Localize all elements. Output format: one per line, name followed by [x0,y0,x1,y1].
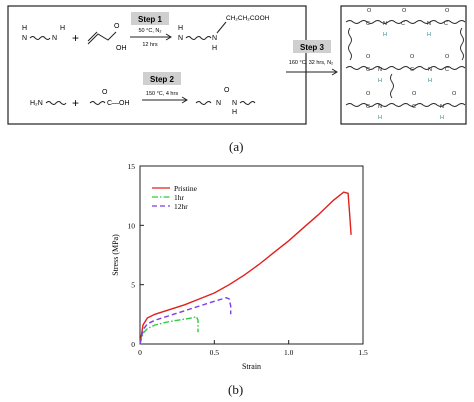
svg-text:160 °C, 32 hrs, N₂: 160 °C, 32 hrs, N₂ [289,60,333,66]
svg-text:N: N [378,67,382,73]
svg-text:H: H [378,115,382,121]
step1-reactant-diamine: H N N H [22,25,65,42]
svg-text:Step 3: Step 3 [300,43,325,52]
svg-text:H: H [383,32,387,38]
svg-text:N: N [378,104,382,110]
step2-acid: O C—OH [89,89,130,107]
svg-text:H: H [428,78,432,84]
svg-text:OH: OH [116,45,127,52]
svg-text:H: H [440,115,444,121]
svg-text:12 hrs: 12 hrs [142,42,158,48]
svg-text:O: O [402,8,407,14]
series-line-pristine [139,191,352,345]
svg-text:N: N [22,35,27,42]
x-tick-label: 1.5 [358,348,368,357]
svg-text:N: N [178,35,183,42]
step1-arrow: Step 1 50 °C, N₂ 12 hrs [130,12,172,48]
svg-text:H: H [60,25,65,32]
y-tick-label: 0 [131,340,135,349]
svg-text:C—OH: C—OH [107,100,130,107]
reaction-scheme: H N N H + O OH Step 1 50 °C, N₂ 12 hrs H… [7,5,467,125]
svg-text:H: H [212,45,217,52]
svg-text:O: O [445,54,450,60]
svg-text:O: O [367,8,372,14]
svg-text:N: N [216,100,221,107]
caption-b: (b) [228,382,244,397]
svg-text:150 °C, 4 hrs: 150 °C, 4 hrs [146,91,178,97]
svg-text:C: C [412,104,416,110]
step2-arrow: Step 2 150 °C, 4 hrs [142,72,188,104]
svg-text:O: O [102,89,108,96]
svg-text:N: N [440,104,444,110]
svg-text:H: H [22,25,27,32]
svg-text:Step 1: Step 1 [138,15,163,24]
svg-text:H₂N: H₂N [30,100,43,107]
svg-text:O: O [366,91,371,97]
svg-text:H: H [178,25,183,32]
svg-text:O: O [224,87,230,94]
svg-text:C: C [366,67,370,73]
acrylic-acid: O OH [87,23,127,52]
plot-frame [139,165,364,345]
svg-text:H: H [232,109,237,116]
svg-text:H: H [427,32,431,38]
step3-arrow: Step 3 160 °C, 32 hrs, N₂ [286,40,338,76]
svg-text:CH₂CH₂COOH: CH₂CH₂COOH [226,15,270,22]
svg-text:N: N [212,35,217,42]
x-axis-label: Strain [242,362,261,371]
svg-text:Step 2: Step 2 [150,75,175,84]
series-line-12hr [139,296,232,345]
series-line-1hr [139,315,199,345]
svg-text:O: O [366,54,371,60]
svg-text:O: O [452,91,457,97]
svg-text:C: C [410,67,414,73]
svg-text:C: C [401,21,405,27]
plus-sign: + [72,31,79,45]
svg-text:50 °C, N₂: 50 °C, N₂ [139,28,162,34]
legend-label: 1hr [174,193,185,202]
y-tick-label: 15 [128,162,136,171]
step2-amine: H₂N [30,100,67,107]
svg-text:O: O [410,54,415,60]
svg-text:O: O [412,91,417,97]
step1-product: H N N CH₂CH₂COOH H [178,15,270,52]
svg-text:C: C [445,67,449,73]
x-tick-label: 0.5 [210,348,220,357]
svg-text:N: N [52,35,57,42]
y-axis-label: Stress (MPa) [111,234,120,276]
crosslinked-network: O C N O C N O C H H O C N O C N O C H H … [340,5,467,125]
plus-sign: + [72,96,79,110]
svg-text:O: O [445,8,450,14]
legend-label: Pristine [174,184,198,193]
x-tick-label: 1.0 [284,348,294,357]
svg-text:C: C [366,21,370,27]
svg-text:N: N [428,67,432,73]
stress-strain-chart: 0 0.5 1.0 1.5 0 5 10 15 Strain Stress (MPa) Pristi… [111,162,368,371]
y-tick-label: 5 [131,281,135,290]
caption-a: (a) [229,139,244,154]
svg-text:H: H [378,78,382,84]
step2-product: O N N H [195,87,256,116]
svg-text:C: C [444,21,448,27]
legend-label: 12hr [174,202,188,211]
svg-text:C: C [366,104,370,110]
svg-text:N: N [232,100,237,107]
reaction-box [7,5,307,125]
x-tick-label: 0 [138,348,142,357]
svg-text:N: N [427,21,431,27]
y-tick-label: 10 [128,221,136,230]
svg-text:O: O [114,23,120,30]
svg-text:N: N [383,21,387,27]
